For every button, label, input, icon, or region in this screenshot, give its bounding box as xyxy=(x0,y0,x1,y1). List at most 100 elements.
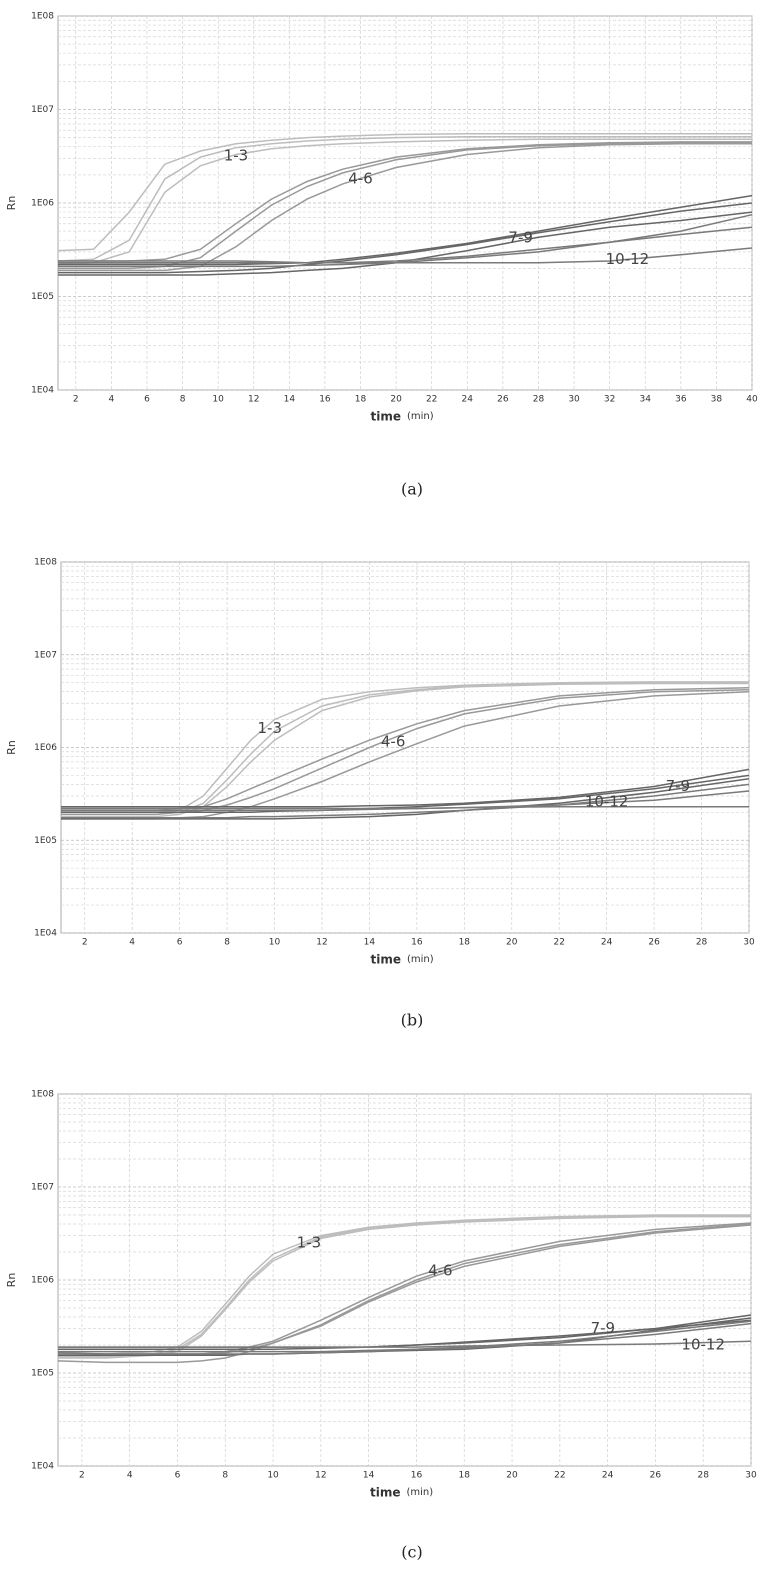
y-tick-label: 1E07 xyxy=(31,1183,54,1193)
x-tick-label: 26 xyxy=(650,1471,662,1481)
data-line xyxy=(57,136,752,262)
data-line xyxy=(57,1322,752,1355)
y-axis-label: Rn xyxy=(5,1273,18,1288)
caption: (c) xyxy=(401,1543,422,1562)
x-tick-label: 16 xyxy=(319,395,331,405)
x-tick-label: 34 xyxy=(640,395,652,405)
x-tick-label: 8 xyxy=(180,395,186,405)
x-tick-label: 10 xyxy=(212,395,224,405)
y-tick-label: 1E06 xyxy=(31,199,54,209)
x-tick-label: 20 xyxy=(506,1471,518,1481)
x-axis-label: time xyxy=(371,410,402,424)
x-tick-label: 6 xyxy=(175,1471,181,1481)
data-line xyxy=(57,1224,752,1364)
x-tick-label: 2 xyxy=(73,395,79,405)
data-line xyxy=(61,774,750,814)
data-line xyxy=(58,1320,752,1353)
annotation: 1-3 xyxy=(258,719,283,737)
y-tick-label: 1E07 xyxy=(34,650,57,660)
x-tick-label: 38 xyxy=(711,395,723,405)
data-line xyxy=(58,142,752,270)
annotation: 4-6 xyxy=(381,732,406,750)
annotation: 4-6 xyxy=(428,1261,453,1279)
y-tick-label: 1E08 xyxy=(34,558,57,568)
x-tick-label: 18 xyxy=(459,938,471,948)
annotation: 10-12 xyxy=(681,1336,725,1354)
x-tick-label: 26 xyxy=(497,395,509,405)
data-line xyxy=(58,213,753,268)
y-tick-label: 1E05 xyxy=(31,292,54,302)
x-tick-label: 24 xyxy=(602,1471,614,1481)
y-tick-label: 1E07 xyxy=(31,105,54,115)
x-tick-label: 14 xyxy=(364,938,376,948)
x-tick-label: 10 xyxy=(267,1471,279,1481)
x-tick-label: 4 xyxy=(109,395,115,405)
x-tick-label: 12 xyxy=(248,395,259,405)
data-line xyxy=(58,1319,752,1351)
data-line xyxy=(58,1214,751,1355)
x-tick-label: 8 xyxy=(222,1471,228,1481)
x-tick-label: 12 xyxy=(315,1471,326,1481)
data-line xyxy=(61,768,750,808)
y-tick-label: 1E04 xyxy=(31,386,54,396)
x-tick-label: 20 xyxy=(506,938,518,948)
data-line xyxy=(58,202,753,274)
x-tick-label: 2 xyxy=(82,938,88,948)
x-axis-label: time xyxy=(371,953,402,967)
y-tick-label: 1E06 xyxy=(31,1276,54,1286)
x-tick-label: 40 xyxy=(746,395,758,405)
x-tick-label: 8 xyxy=(224,938,230,948)
x-tick-label: 22 xyxy=(553,938,564,948)
y-tick-label: 1E05 xyxy=(34,836,57,846)
annotation: 7-9 xyxy=(591,1319,616,1337)
x-tick-label: 20 xyxy=(390,395,402,405)
data-line xyxy=(61,790,750,812)
annotation: 1-3 xyxy=(297,1233,322,1251)
data-line xyxy=(58,143,752,272)
x-tick-label: 18 xyxy=(459,1471,471,1481)
data-line xyxy=(61,688,750,816)
x-axis-unit: (min) xyxy=(407,1487,434,1498)
y-tick-label: 1E04 xyxy=(34,929,57,939)
data-line xyxy=(61,783,750,819)
x-tick-label: 32 xyxy=(604,395,615,405)
y-tick-label: 1E04 xyxy=(31,1462,54,1472)
x-tick-label: 4 xyxy=(127,1471,133,1481)
annotation: 7-9 xyxy=(666,777,691,795)
caption: (b) xyxy=(401,1011,424,1030)
x-tick-label: 36 xyxy=(675,395,687,405)
x-tick-label: 2 xyxy=(79,1471,85,1481)
x-tick-label: 14 xyxy=(363,1471,375,1481)
y-axis-label: Rn xyxy=(5,196,18,211)
data-line xyxy=(57,133,752,252)
data-line xyxy=(58,226,753,264)
x-tick-label: 14 xyxy=(284,395,296,405)
x-tick-label: 24 xyxy=(462,395,474,405)
x-tick-label: 16 xyxy=(411,1471,423,1481)
x-tick-label: 26 xyxy=(648,938,660,948)
x-axis-label: time xyxy=(370,1486,401,1500)
x-tick-label: 10 xyxy=(269,938,281,948)
x-tick-label: 28 xyxy=(533,395,545,405)
x-tick-label: 30 xyxy=(745,1471,757,1481)
x-axis-unit: (min) xyxy=(407,954,434,965)
x-tick-label: 12 xyxy=(316,938,327,948)
x-tick-label: 22 xyxy=(426,395,437,405)
annotation: 1-3 xyxy=(224,146,249,164)
x-tick-label: 30 xyxy=(568,395,580,405)
annotation: 10-12 xyxy=(606,250,650,268)
data-line xyxy=(61,682,749,818)
y-axis-label: Rn xyxy=(5,740,18,755)
x-tick-label: 28 xyxy=(697,1471,709,1481)
x-tick-label: 22 xyxy=(554,1471,565,1481)
data-line xyxy=(57,138,752,266)
y-tick-label: 1E06 xyxy=(34,743,57,753)
x-tick-label: 4 xyxy=(129,938,135,948)
x-tick-label: 24 xyxy=(601,938,613,948)
x-tick-label: 6 xyxy=(144,395,150,405)
y-tick-label: 1E05 xyxy=(31,1369,54,1379)
annotation: 7-9 xyxy=(508,229,533,247)
data-line xyxy=(58,1215,751,1358)
data-line xyxy=(58,211,753,276)
